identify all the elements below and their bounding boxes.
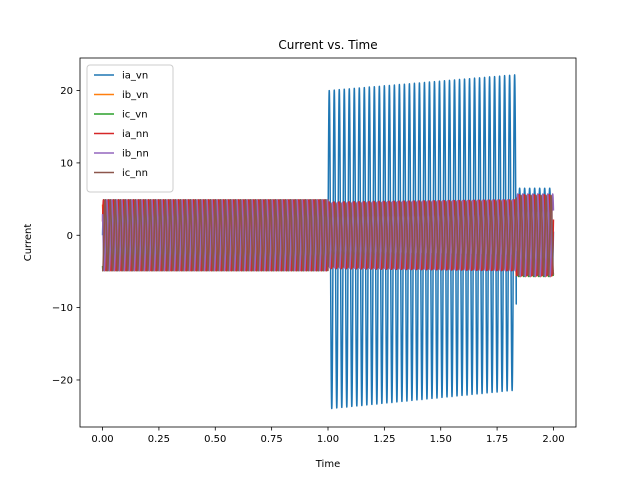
series-line-ic_nn: [101, 194, 555, 276]
x-tick-label: 1.50: [430, 434, 452, 445]
x-axis-label: Time: [315, 459, 340, 470]
x-tick-label: 0.75: [261, 434, 283, 445]
x-tick-label: 2.00: [542, 434, 564, 445]
series-layer: [101, 74, 555, 410]
x-tick-label: 0.00: [91, 434, 113, 445]
x-axis: 0.00 0.25 0.50 0.75 1.00 1.25 1.50 1.75 2.00: [91, 427, 565, 445]
y-tick-label: −10: [52, 303, 73, 314]
y-tick-label: −20: [52, 375, 73, 386]
y-tick-label: 10: [60, 158, 73, 169]
legend-label: ib_vn: [122, 90, 148, 101]
legend-label: ib_nn: [122, 149, 149, 160]
legend-label: ic_vn: [122, 110, 148, 121]
x-tick-label: 1.00: [317, 434, 339, 445]
legend-box: [86, 64, 174, 193]
x-tick-label: 1.75: [486, 434, 508, 445]
x-tick-label: 0.50: [204, 434, 226, 445]
legend-label: ic_nn: [122, 168, 148, 179]
x-tick-label: 0.25: [148, 434, 170, 445]
legend-label: ia_nn: [122, 129, 149, 140]
x-tick-label: 1.25: [373, 434, 395, 445]
y-tick-label: 20: [60, 86, 73, 97]
y-axis: −20 −10 0 10 20: [52, 86, 80, 386]
y-tick-label: 0: [67, 231, 73, 242]
series-line-ib_nn: [101, 193, 555, 278]
y-axis-label: Current: [23, 224, 34, 262]
legend: ia_vn ib_vn ic_vn ia_nn ib_nn ic_nn: [86, 64, 174, 193]
legend-label: ia_vn: [122, 71, 148, 82]
chart-title: Current vs. Time: [278, 38, 377, 52]
